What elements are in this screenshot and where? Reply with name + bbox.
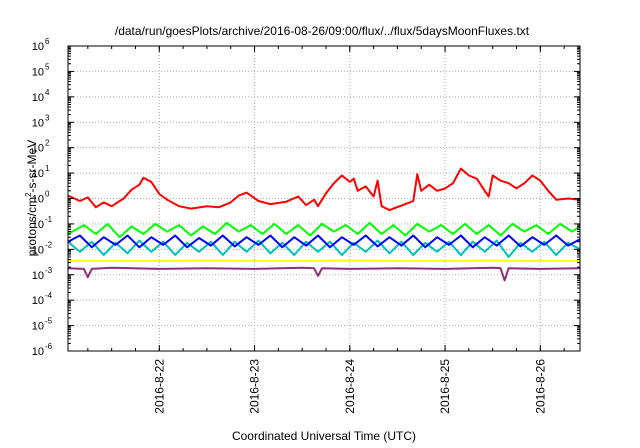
y-tick-label: 10 <box>32 219 44 231</box>
chart-title: /data/run/goesPlots/archive/2016-08-26/0… <box>115 24 530 38</box>
y-tick-label-exponent: -3 <box>45 266 53 275</box>
series-line-3 <box>67 239 581 258</box>
x-tick-label: 2016-8-25 <box>438 359 452 414</box>
y-tick-label: 10 <box>32 194 44 206</box>
x-tick-label: 2016-8-24 <box>343 359 357 414</box>
y-tick-label: 10 <box>32 92 44 104</box>
y-tick-label-exponent: 6 <box>45 37 50 46</box>
y-axis: 10 -610 -510 -410 -310 -210 -110 010 110 210 310 41… <box>32 37 580 358</box>
y-tick-label: 10 <box>32 41 44 53</box>
series-line-4 <box>67 234 581 249</box>
y-axis-title-base: protons/cm <box>25 197 39 256</box>
series-layer <box>67 167 581 282</box>
series-line-2 <box>67 221 581 239</box>
y-tick-label: 10 <box>32 270 44 282</box>
x-axis-title: Coordinated Universal Time (UTC) <box>232 429 416 443</box>
y-axis-title-rest: -s-sr-MeV <box>25 140 39 193</box>
y-tick-label-exponent: 2 <box>45 139 50 148</box>
y-tick-label-exponent: -4 <box>45 291 53 300</box>
x-tick-label: 2016-8-22 <box>152 359 166 414</box>
y-tick-label-exponent: -2 <box>45 240 53 249</box>
x-tick-label: 2016-8-26 <box>533 359 547 414</box>
y-tick-label: 10 <box>32 117 44 129</box>
y-tick-label-exponent: 0 <box>45 190 50 199</box>
y-tick-label-exponent: 3 <box>45 113 50 122</box>
y-tick-label: 10 <box>32 143 44 155</box>
grid-lines <box>68 46 580 351</box>
y-tick-label-exponent: -1 <box>45 215 53 224</box>
x-axis: 2016-8-22 2016-8-23 2016-8-24 2016-8-25 2016… <box>87 46 565 414</box>
series-line-1 <box>67 167 581 212</box>
y-axis-title-sup: 2 <box>24 192 33 197</box>
series-line-6 <box>67 266 581 282</box>
y-tick-label: 10 <box>32 295 44 307</box>
y-tick-label: 10 <box>32 346 44 358</box>
x-tick-label: 2016-8-23 <box>248 359 262 414</box>
y-tick-label: 10 <box>32 321 44 333</box>
y-tick-label: 10 <box>32 244 44 256</box>
y-tick-label: 10 <box>32 168 44 180</box>
y-axis-title: protons/cm2-s-sr-MeV <box>24 140 39 256</box>
y-tick-label-exponent: 4 <box>45 88 50 97</box>
y-tick-label-exponent: 5 <box>45 62 50 71</box>
y-tick-label-exponent: -5 <box>45 317 53 326</box>
y-tick-label-exponent: -6 <box>45 342 53 351</box>
y-tick-label-exponent: 1 <box>45 164 50 173</box>
y-tick-label: 10 <box>32 66 44 78</box>
